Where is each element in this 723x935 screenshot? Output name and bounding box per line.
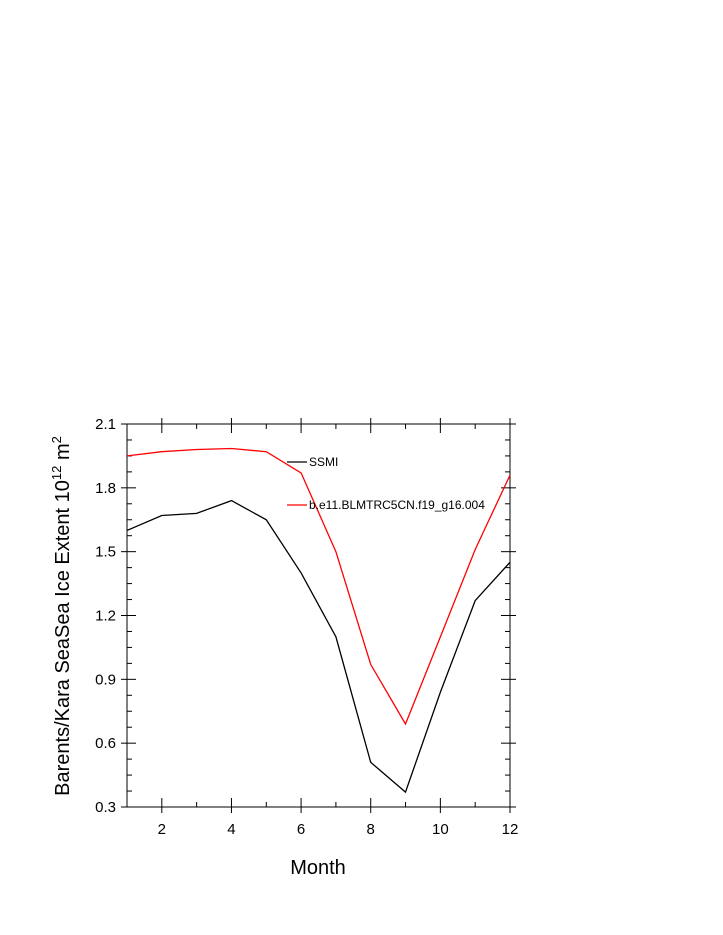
x-tick-label: 12 [502,821,519,838]
y-tick-label: 1.5 [95,544,116,561]
y-tick-label: 1.2 [95,608,116,625]
y-axis-title-unit-exponent: 2 [49,436,64,443]
x-tick-label: 2 [158,821,166,838]
legend-label: SSMI [309,455,338,469]
y-tick-label: 2.1 [95,416,116,433]
y-tick-label: 0.9 [95,671,116,688]
y-tick-label: 0.3 [95,799,116,816]
series-line-ssmi [126,499,511,794]
y-axis-title: Barents/Kara SeaSea Ice Extent 1012 m2 [49,436,74,796]
x-axis-title: Month [290,857,346,879]
y-tick-label: 1.8 [95,480,116,497]
legend-label: b.e11.BLMTRC5CN.f19_g16.004 [309,498,485,512]
x-tick-label: 10 [432,821,449,838]
y-axis-title-unit: m [52,443,74,465]
series-line-model [126,447,511,726]
x-tick-label: 6 [297,821,305,838]
y-axis-title-main: Barents/Kara SeaSea Ice Extent 10 [52,480,74,796]
y-axis-title-exponent: 12 [49,466,64,480]
x-tick-label: 4 [227,821,235,838]
plot-frame [126,423,511,808]
x-tick-label: 8 [367,821,375,838]
y-tick-label: 0.6 [95,735,116,752]
